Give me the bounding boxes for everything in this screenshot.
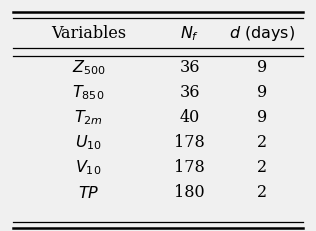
Text: 2: 2 xyxy=(257,158,267,175)
Text: Variables: Variables xyxy=(51,25,126,42)
Text: 178: 178 xyxy=(174,158,205,175)
Text: 178: 178 xyxy=(174,133,205,150)
Text: 180: 180 xyxy=(174,183,205,200)
Text: $TP$: $TP$ xyxy=(78,184,99,200)
Text: 2: 2 xyxy=(257,133,267,150)
Text: 2: 2 xyxy=(257,183,267,200)
Text: $T_{2m}$: $T_{2m}$ xyxy=(74,108,103,126)
Text: 9: 9 xyxy=(257,108,267,125)
Text: 9: 9 xyxy=(257,58,267,76)
Text: 36: 36 xyxy=(179,83,200,100)
Text: $d$ (days): $d$ (days) xyxy=(229,24,295,43)
Text: $U_{10}$: $U_{10}$ xyxy=(75,133,102,151)
Text: $N_f$: $N_f$ xyxy=(180,24,199,43)
Text: $T_{850}$: $T_{850}$ xyxy=(72,83,105,101)
Text: 40: 40 xyxy=(179,108,200,125)
Text: $Z_{500}$: $Z_{500}$ xyxy=(71,58,106,76)
Text: $V_{10}$: $V_{10}$ xyxy=(75,158,102,176)
Text: 9: 9 xyxy=(257,83,267,100)
Text: 36: 36 xyxy=(179,58,200,76)
